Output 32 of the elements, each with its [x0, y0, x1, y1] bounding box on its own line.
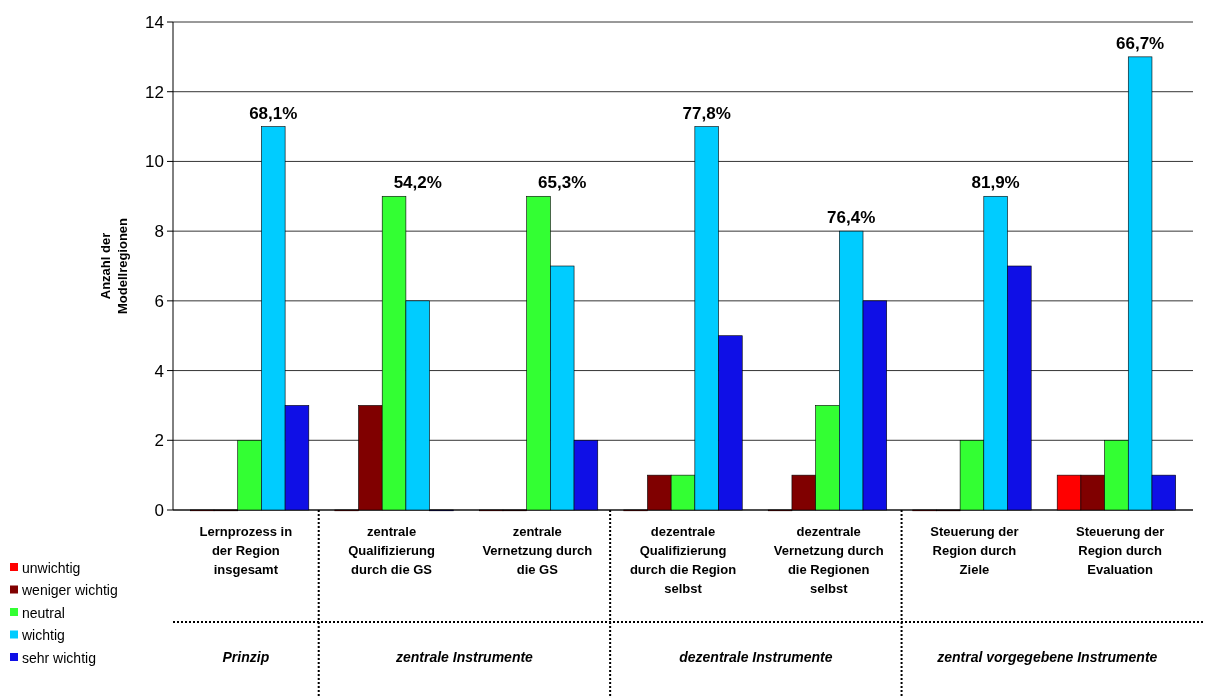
- y-tick-label: 14: [145, 12, 164, 32]
- annotation: 81,9%: [971, 173, 1020, 193]
- legend-label: neutral: [22, 604, 65, 621]
- y-tick-label: 0: [154, 500, 164, 520]
- annotation: 76,4%: [827, 208, 876, 228]
- y-tick-label: 10: [145, 152, 164, 172]
- x-tick-label: Steuerung der Region durch Ziele: [930, 524, 1019, 577]
- annotation: 68,1%: [249, 103, 298, 123]
- text: Prinzip: [222, 649, 270, 665]
- y-tick-label: 12: [145, 82, 164, 102]
- x-tick-label: dezentrale Vernetzung durch die Regionen selbst: [773, 524, 884, 596]
- x-tick-label: zentrale Qualifizierung durch die GS: [348, 524, 435, 577]
- legend-label: wichtig: [21, 627, 65, 644]
- y-tick-label: 2: [154, 431, 164, 451]
- x-tick-label: zentrale Vernetzung durch die GS: [482, 524, 593, 577]
- annotation: 54,2%: [393, 173, 442, 193]
- annotation: 66,7%: [1116, 33, 1165, 53]
- annotation: 65,3%: [538, 173, 587, 193]
- legend-label: weniger wichtig: [21, 582, 118, 599]
- legend-label: unwichtig: [22, 559, 81, 576]
- x-tick-label: Lernprozess in der Region insgesamt: [199, 524, 293, 577]
- y-axis-title: Anzahl der Modellregionen: [98, 217, 130, 315]
- y-tick-label: 8: [154, 222, 164, 242]
- y-tick-label: 6: [154, 291, 164, 311]
- text: dezentrale Instrumente: [679, 649, 833, 665]
- x-tick-label: Steuerung der Region durch Evaluation: [1076, 524, 1165, 577]
- y-tick-label: 4: [154, 361, 164, 381]
- legend-label: sehr wichtig: [22, 649, 96, 666]
- text: zentrale Instrumente: [394, 649, 534, 665]
- text: zentral vorgegebene Instrumente: [936, 649, 1158, 665]
- x-tick-label: dezentrale Qualifizierung durch die Region selbst: [629, 524, 737, 596]
- annotation: 77,8%: [682, 103, 731, 123]
